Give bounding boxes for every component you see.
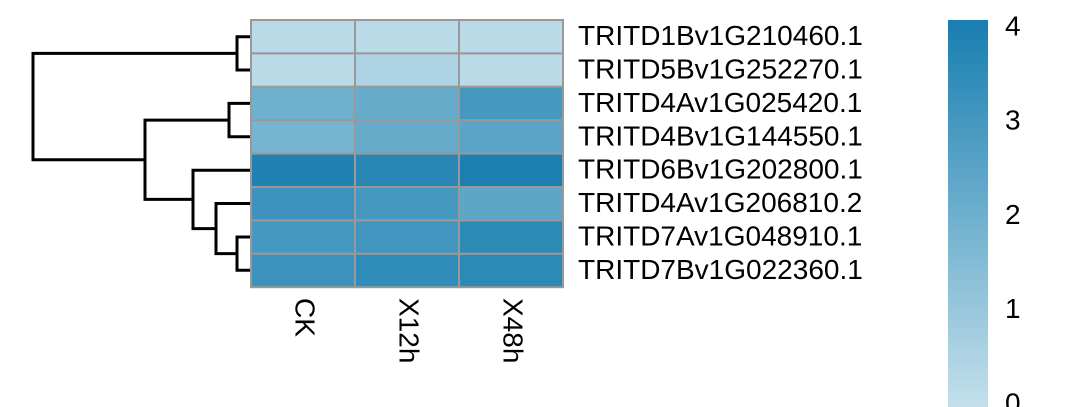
heatmap-cell bbox=[354, 252, 460, 289]
heatmap-cell bbox=[458, 252, 564, 289]
row-label: TRITD4Bv1G144550.1 bbox=[578, 120, 863, 151]
heatmap-cell bbox=[250, 152, 356, 189]
heatmap-cell bbox=[250, 186, 356, 222]
heatmap-cell bbox=[354, 186, 460, 222]
heatmap-cell bbox=[458, 219, 564, 255]
colorbar-tick-label: 2 bbox=[1005, 199, 1021, 230]
row-label: TRITD4Av1G025420.1 bbox=[578, 87, 862, 118]
heatmap-cell bbox=[354, 219, 460, 255]
heatmap-cell bbox=[354, 52, 460, 88]
heatmap-cell bbox=[458, 152, 564, 189]
row-label: TRITD7Av1G048910.1 bbox=[578, 220, 862, 251]
colorbar-tick-label: 0 bbox=[1005, 387, 1021, 407]
heatmap-cell bbox=[458, 52, 564, 88]
heatmap-cell bbox=[250, 252, 356, 289]
heatmap-cell bbox=[458, 119, 564, 155]
colorbar-tick-label: 4 bbox=[1005, 10, 1021, 41]
heatmap-cell bbox=[354, 152, 460, 189]
heatmap-cell bbox=[354, 119, 460, 155]
heatmap-cells bbox=[250, 19, 564, 289]
heatmap-cell bbox=[250, 19, 356, 55]
row-label: TRITD6Bv1G202800.1 bbox=[578, 154, 863, 185]
heatmap-cell bbox=[458, 186, 564, 222]
colorbar-tick-label: 3 bbox=[1005, 105, 1021, 136]
row-label: TRITD5Bv1G252270.1 bbox=[578, 53, 863, 84]
column-label: CK bbox=[290, 298, 321, 337]
row-label: TRITD7Bv1G022360.1 bbox=[578, 254, 863, 285]
row-label: TRITD1Bv1G210460.1 bbox=[578, 20, 863, 51]
colorbar bbox=[948, 20, 988, 407]
heatmap-cell bbox=[250, 52, 356, 88]
colorbar-tick-label: 1 bbox=[1005, 293, 1021, 324]
row-label: TRITD4Av1G206810.2 bbox=[578, 187, 862, 218]
heatmap-cell bbox=[354, 19, 460, 55]
heatmap-cell bbox=[250, 219, 356, 255]
heatmap-cell bbox=[250, 85, 356, 122]
heatmap-cell bbox=[250, 119, 356, 155]
row-dendrogram bbox=[31, 35, 251, 272]
column-label: X12h bbox=[394, 298, 425, 363]
column-label: X48h bbox=[498, 298, 529, 363]
heatmap-cell bbox=[354, 85, 460, 122]
heatmap-cell bbox=[458, 19, 564, 55]
heatmap-cell bbox=[458, 85, 564, 122]
